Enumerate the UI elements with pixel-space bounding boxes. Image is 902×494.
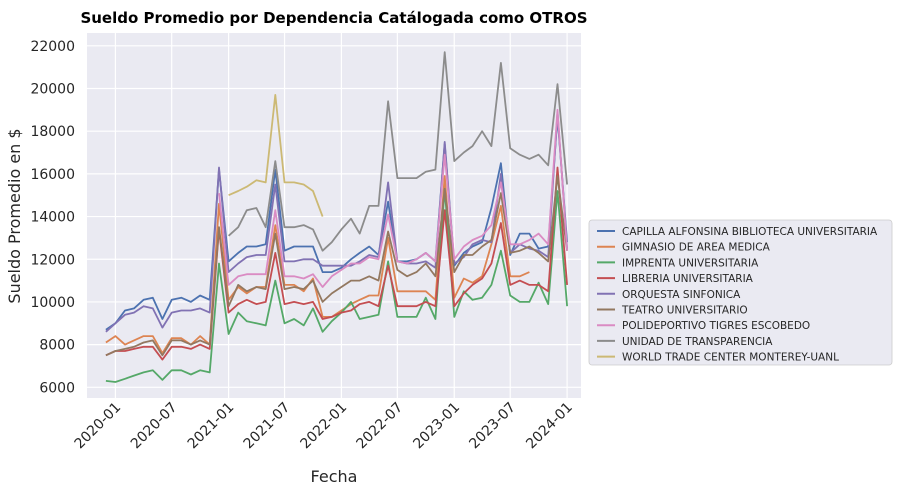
- legend-label: TEATRO UNIVERSITARIO: [621, 305, 748, 317]
- series-line: [105, 187, 568, 383]
- y-axis-label: Sueldo Promedio en $: [5, 128, 24, 303]
- gridlines: [87, 33, 581, 398]
- x-tick-label: 2024-01: [523, 400, 576, 453]
- series-line: [228, 94, 324, 217]
- series-line: [227, 51, 568, 252]
- series-line: [105, 175, 568, 357]
- y-tick-label: 20000: [30, 81, 75, 97]
- series-lines: [105, 51, 568, 383]
- y-tick-label: 12000: [30, 252, 75, 268]
- series-line: [218, 108, 568, 288]
- legend-box: [588, 219, 893, 366]
- x-tick-label: 2023-01: [410, 400, 463, 453]
- series-line: [105, 166, 568, 361]
- x-tick-label: 2022-07: [354, 400, 407, 453]
- x-axis-label: Fecha: [311, 467, 358, 486]
- legend-label: CAPILLA ALFONSINA BIBLIOTECA UNIVERSITAR…: [622, 226, 878, 238]
- legend-label: ORQUESTA SINFONICA: [622, 289, 741, 301]
- y-tick-label: 6000: [39, 380, 75, 396]
- legend-label: POLIDEPORTIVO TIGRES ESCOBEDO: [622, 320, 810, 332]
- y-tick-label: 22000: [30, 39, 75, 55]
- y-tick-label: 10000: [30, 295, 75, 311]
- series-line: [105, 115, 568, 331]
- y-tick-label: 14000: [30, 210, 75, 226]
- y-tick-label: 8000: [39, 338, 75, 354]
- legend-label: UNIDAD DE TRANSPARENCIA: [622, 336, 773, 348]
- x-axis-ticks: 2020-01 2020-07 2021-01 2021-07 2022-01 2022-…: [72, 400, 576, 453]
- x-tick-label: 2022-01: [298, 400, 351, 453]
- legend-label: LIBRERIA UNIVERSITARIA: [622, 273, 754, 285]
- x-tick-label: 2021-01: [185, 400, 238, 453]
- chart-title: Sueldo Promedio por Dependencia Catáloga…: [80, 9, 587, 27]
- x-tick-label: 2021-07: [241, 400, 294, 453]
- legend-label: IMPRENTA UNIVERSITARIA: [622, 257, 759, 269]
- y-tick-label: 16000: [30, 167, 75, 183]
- x-tick-label: 2020-07: [128, 400, 181, 453]
- legend-label: GIMNASIO DE AREA MEDICA: [622, 242, 771, 254]
- legend-label: WORLD TRADE CENTER MONTEREY-UANL: [622, 352, 839, 364]
- x-tick-label: 2023-07: [466, 400, 519, 453]
- y-axis-ticks: 6000 8000 10000 12000 14000 16000 18000 20000 22…: [30, 39, 75, 397]
- series-line: [105, 175, 530, 355]
- y-tick-label: 18000: [30, 124, 75, 140]
- legend: CAPILLA ALFONSINA BIBLIOTECA UNIVERSITAR…: [588, 219, 893, 366]
- x-tick-label: 2020-01: [72, 400, 125, 453]
